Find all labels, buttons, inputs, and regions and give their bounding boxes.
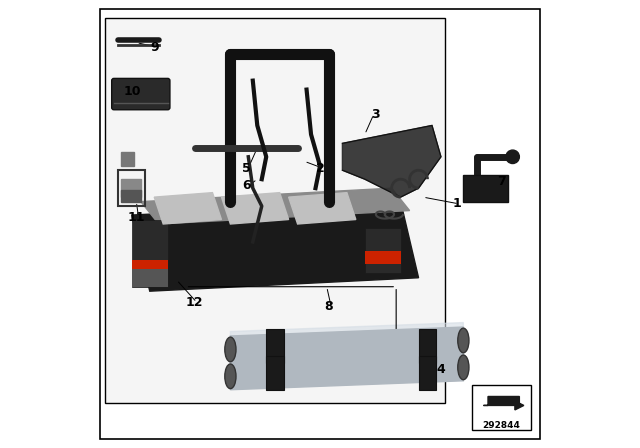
Bar	[463, 175, 508, 202]
Text: 4: 4	[436, 363, 445, 376]
Ellipse shape	[458, 328, 469, 353]
Text: 5: 5	[242, 161, 250, 175]
Ellipse shape	[225, 364, 236, 388]
Ellipse shape	[458, 355, 469, 379]
Text: 8: 8	[324, 300, 333, 314]
Text: 11: 11	[127, 211, 145, 224]
Bar	[132, 220, 168, 287]
Polygon shape	[154, 193, 221, 224]
Bar	[266, 329, 284, 363]
FancyBboxPatch shape	[112, 78, 170, 110]
FancyBboxPatch shape	[472, 385, 531, 430]
Text: 12: 12	[186, 296, 204, 309]
Polygon shape	[230, 327, 463, 363]
Bar	[365, 251, 401, 264]
Bar	[132, 260, 168, 273]
Polygon shape	[230, 354, 463, 390]
Polygon shape	[221, 193, 289, 224]
Polygon shape	[484, 396, 524, 410]
Polygon shape	[121, 152, 134, 166]
Bar	[266, 356, 284, 390]
Bar	[105, 18, 445, 403]
Ellipse shape	[225, 337, 236, 362]
Text: 3: 3	[372, 108, 380, 121]
Text: 2: 2	[316, 161, 324, 175]
Polygon shape	[132, 202, 419, 291]
Polygon shape	[121, 179, 141, 197]
Polygon shape	[230, 349, 463, 385]
Bar	[419, 329, 436, 363]
Text: 9: 9	[150, 40, 159, 54]
Text: 6: 6	[242, 179, 250, 193]
Polygon shape	[289, 193, 356, 224]
Text: 1: 1	[452, 197, 461, 211]
Polygon shape	[121, 190, 141, 202]
Text: 7: 7	[497, 175, 506, 188]
Bar	[132, 269, 168, 287]
Polygon shape	[230, 323, 463, 358]
Bar	[118, 170, 145, 206]
Bar	[419, 356, 436, 390]
Polygon shape	[141, 188, 410, 224]
Text: 292844: 292844	[483, 421, 520, 430]
Polygon shape	[342, 125, 441, 197]
Text: 10: 10	[123, 85, 141, 99]
Circle shape	[506, 150, 520, 164]
Bar	[365, 228, 401, 273]
